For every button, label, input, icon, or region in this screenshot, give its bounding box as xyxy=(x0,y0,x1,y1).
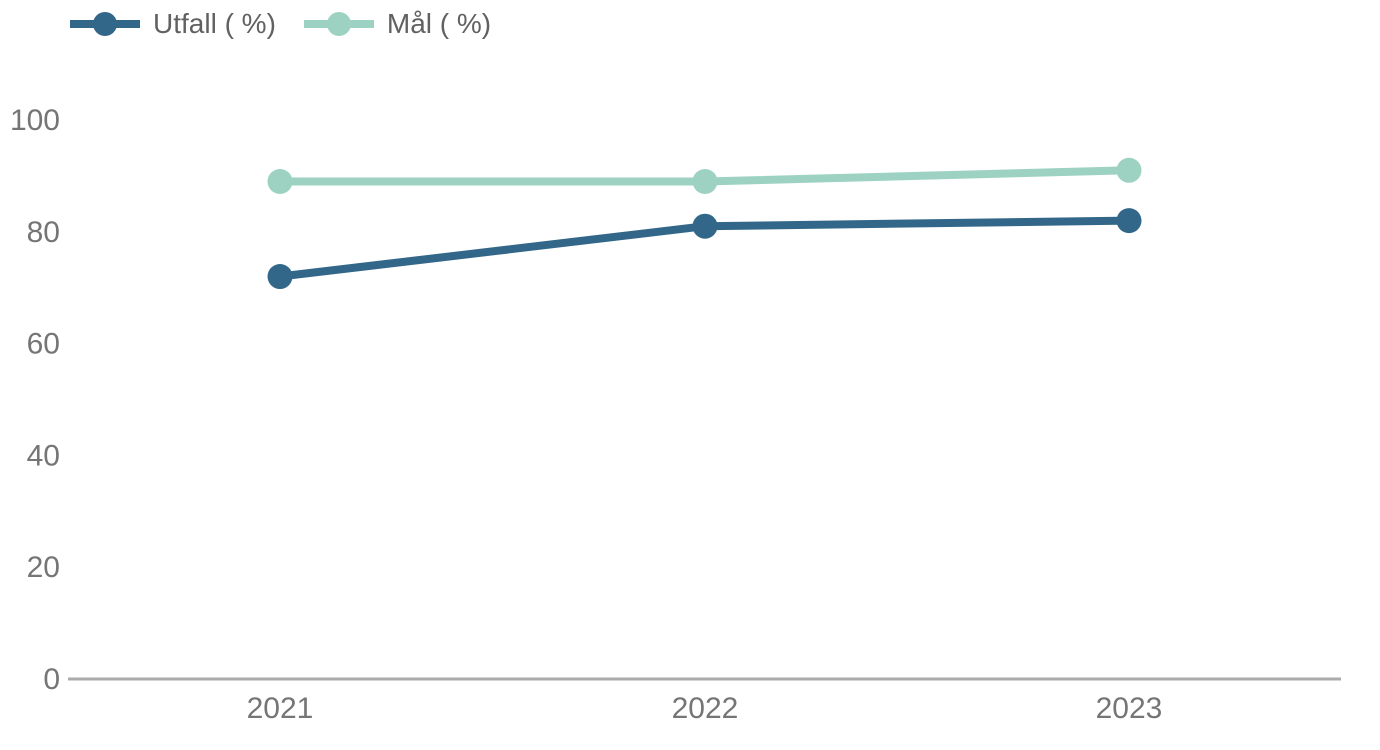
utfall-point-2021 xyxy=(267,264,293,290)
y-tick-label-40: 40 xyxy=(27,439,60,472)
y-tick-label-100: 100 xyxy=(10,104,60,137)
y-tick-label-60: 60 xyxy=(27,328,60,361)
mal-point-2023 xyxy=(1116,157,1142,183)
y-tick-label-80: 80 xyxy=(27,216,60,249)
legend-label-mal: Mål ( %) xyxy=(386,8,492,39)
legend-item-mal[interactable]: Mål ( %) xyxy=(303,8,492,40)
utfall-marker-dot xyxy=(93,12,117,36)
legend-label-utfall: Utfall ( %) xyxy=(153,8,276,39)
utfall-point-2022 xyxy=(692,213,718,239)
legend: Utfall ( %) Mål ( %) xyxy=(70,8,491,40)
mal-point-2021 xyxy=(267,168,293,194)
x-tick-label-2022: 2022 xyxy=(672,692,739,725)
mal-marker-dot xyxy=(326,12,351,36)
x-tick-label-2021: 2021 xyxy=(247,692,314,725)
utfall-point-2023 xyxy=(1116,208,1142,234)
x-tick-label-2023: 2023 xyxy=(1096,692,1163,725)
utfall-series-marker-icon xyxy=(70,11,140,37)
mal-series-marker-icon xyxy=(303,11,374,37)
y-tick-label-20: 20 xyxy=(27,551,60,584)
legend-item-utfall[interactable]: Utfall ( %) xyxy=(70,8,276,40)
y-tick-label-0: 0 xyxy=(43,663,60,696)
mal-point-2022 xyxy=(692,168,718,194)
